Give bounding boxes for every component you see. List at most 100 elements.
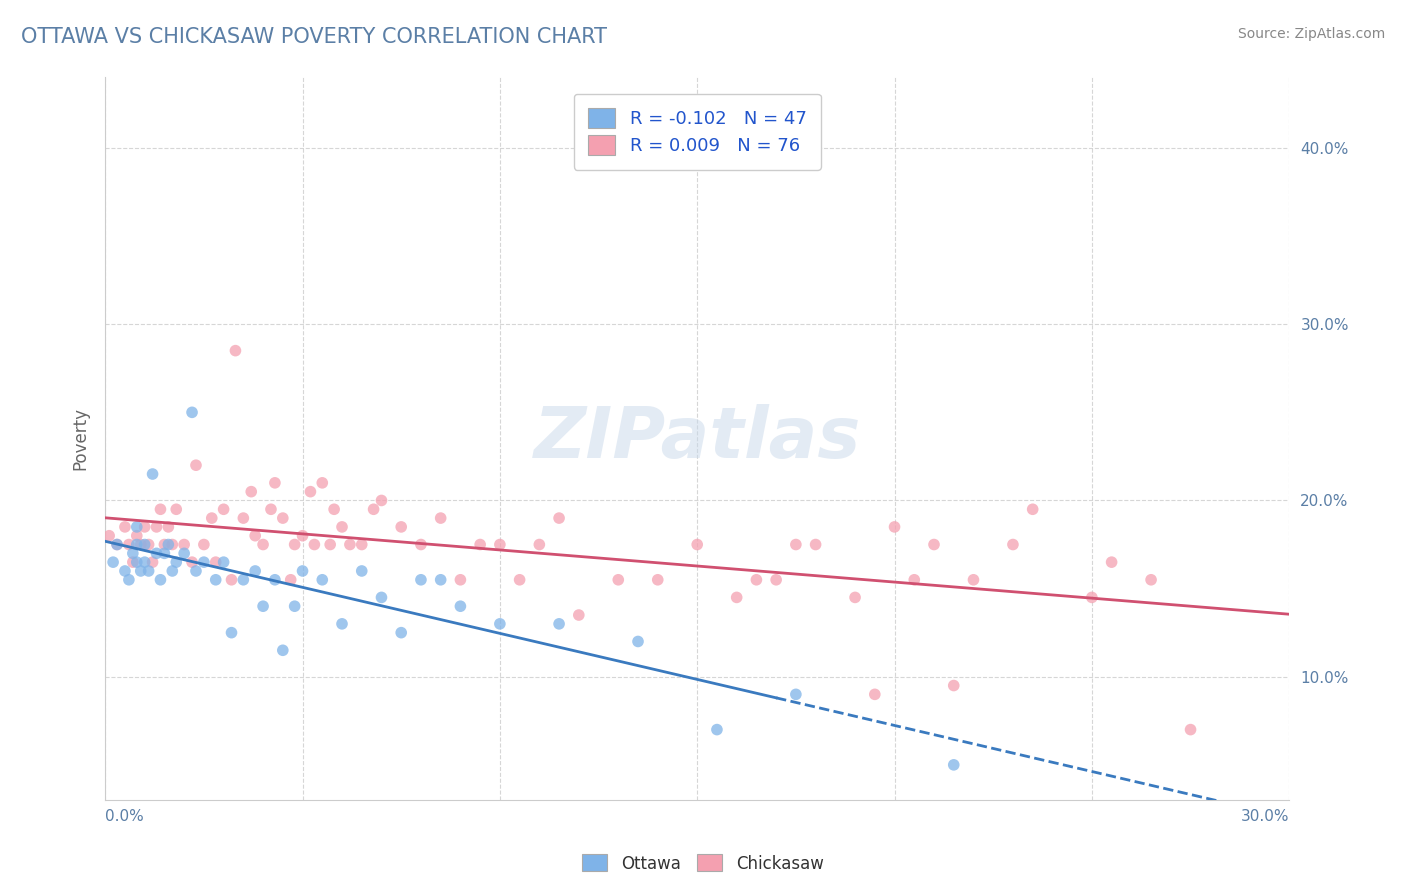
- Point: [181, 405, 204, 419]
- Point: [121, 546, 143, 560]
- Point: [125, 520, 148, 534]
- Point: [509, 573, 531, 587]
- Point: [264, 573, 287, 587]
- Point: [240, 484, 263, 499]
- Point: [319, 537, 342, 551]
- Point: [647, 573, 669, 587]
- Point: [271, 511, 294, 525]
- Point: [903, 573, 925, 587]
- Point: [201, 511, 224, 525]
- Point: [429, 573, 451, 587]
- Point: [134, 537, 156, 551]
- Point: [962, 573, 984, 587]
- Point: [129, 537, 152, 551]
- Point: [193, 555, 215, 569]
- Point: [212, 502, 235, 516]
- Point: [568, 607, 591, 622]
- Legend: R = -0.102   N = 47, R = 0.009   N = 76: R = -0.102 N = 47, R = 0.009 N = 76: [574, 94, 821, 169]
- Point: [370, 493, 392, 508]
- Point: [149, 502, 172, 516]
- Point: [101, 555, 124, 569]
- Point: [98, 529, 121, 543]
- Point: [785, 537, 807, 551]
- Point: [291, 564, 314, 578]
- Point: [389, 625, 412, 640]
- Point: [607, 573, 630, 587]
- Point: [548, 511, 571, 525]
- Text: ZIPatlas: ZIPatlas: [533, 404, 860, 474]
- Point: [224, 343, 246, 358]
- Point: [1101, 555, 1123, 569]
- Point: [125, 529, 148, 543]
- Point: [942, 757, 965, 772]
- Point: [243, 529, 266, 543]
- Point: [260, 502, 283, 516]
- Point: [330, 520, 353, 534]
- Point: [1140, 573, 1163, 587]
- Point: [165, 555, 187, 569]
- Point: [243, 564, 266, 578]
- Point: [883, 520, 905, 534]
- Point: [118, 537, 141, 551]
- Point: [157, 537, 180, 551]
- Text: Source: ZipAtlas.com: Source: ZipAtlas.com: [1237, 27, 1385, 41]
- Point: [311, 475, 333, 490]
- Point: [173, 537, 195, 551]
- Point: [468, 537, 491, 551]
- Point: [252, 599, 274, 614]
- Point: [105, 537, 128, 551]
- Point: [449, 599, 471, 614]
- Point: [449, 573, 471, 587]
- Point: [105, 537, 128, 551]
- Point: [706, 723, 728, 737]
- Point: [184, 564, 207, 578]
- Point: [389, 520, 412, 534]
- Point: [193, 537, 215, 551]
- Point: [1001, 537, 1024, 551]
- Point: [429, 511, 451, 525]
- Point: [489, 537, 512, 551]
- Point: [350, 537, 373, 551]
- Point: [165, 502, 187, 516]
- Point: [1021, 502, 1043, 516]
- Point: [291, 529, 314, 543]
- Point: [686, 537, 709, 551]
- Point: [330, 616, 353, 631]
- Point: [134, 520, 156, 534]
- Point: [363, 502, 385, 516]
- Point: [121, 555, 143, 569]
- Point: [311, 573, 333, 587]
- Point: [922, 537, 945, 551]
- Point: [252, 537, 274, 551]
- Point: [284, 537, 307, 551]
- Point: [204, 573, 226, 587]
- Point: [489, 616, 512, 631]
- Point: [204, 555, 226, 569]
- Point: [844, 591, 866, 605]
- Point: [271, 643, 294, 657]
- Point: [221, 625, 243, 640]
- Point: [221, 573, 243, 587]
- Legend: Ottawa, Chickasaw: Ottawa, Chickasaw: [576, 847, 830, 880]
- Text: 30.0%: 30.0%: [1240, 809, 1289, 824]
- Point: [1180, 723, 1202, 737]
- Point: [153, 546, 176, 560]
- Point: [804, 537, 827, 551]
- Point: [162, 564, 184, 578]
- Point: [138, 537, 160, 551]
- Point: [129, 564, 152, 578]
- Point: [323, 502, 346, 516]
- Point: [114, 520, 136, 534]
- Point: [725, 591, 748, 605]
- Point: [370, 591, 392, 605]
- Point: [745, 573, 768, 587]
- Point: [264, 475, 287, 490]
- Point: [284, 599, 307, 614]
- Point: [149, 573, 172, 587]
- Point: [212, 555, 235, 569]
- Text: 0.0%: 0.0%: [105, 809, 143, 824]
- Point: [134, 555, 156, 569]
- Point: [125, 555, 148, 569]
- Point: [942, 679, 965, 693]
- Point: [173, 546, 195, 560]
